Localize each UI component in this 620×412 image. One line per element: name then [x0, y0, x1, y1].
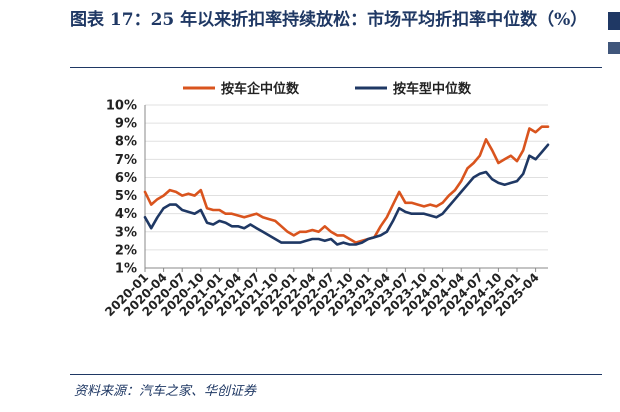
chart-series [143, 125, 550, 246]
x-axis: 2020-012020-042020-072020-102021-012021-… [102, 268, 542, 319]
y-tick-label: 10% [106, 99, 137, 114]
y-tick-label: 5% [115, 189, 137, 204]
adjacent-panel-edge-lower [608, 42, 620, 54]
page-title: 图表 17：25 年以来折扣率持续放松：市场平均折扣率中位数（%） [70, 10, 588, 30]
y-tick-label: 7% [115, 153, 137, 168]
title-divider [70, 67, 602, 68]
series-line-1 [143, 125, 550, 244]
y-tick-label: 2% [115, 243, 137, 258]
y-tick-label: 3% [115, 225, 137, 240]
source-divider [70, 374, 602, 375]
legend-label-2: 按车型中位数 [393, 81, 472, 97]
y-tick-label: 9% [115, 117, 137, 132]
y-tick-label: 4% [115, 207, 137, 222]
adjacent-panel-edge [608, 12, 620, 30]
y-tick-label: 6% [115, 171, 137, 186]
y-tick-label: 1% [115, 262, 137, 277]
y-axis: 1% 2% 3% 4% 5% 6% 7% 8% 9% 10% [106, 99, 137, 277]
source-note: 资料来源：汽车之家、华创证券 [74, 384, 257, 399]
chart-legend: 按车企中位数 按车型中位数 [183, 81, 472, 97]
legend-label-1: 按车企中位数 [221, 81, 300, 97]
y-tick-label: 8% [115, 135, 137, 150]
series-line-2 [143, 143, 550, 246]
chart-grid [144, 104, 548, 269]
